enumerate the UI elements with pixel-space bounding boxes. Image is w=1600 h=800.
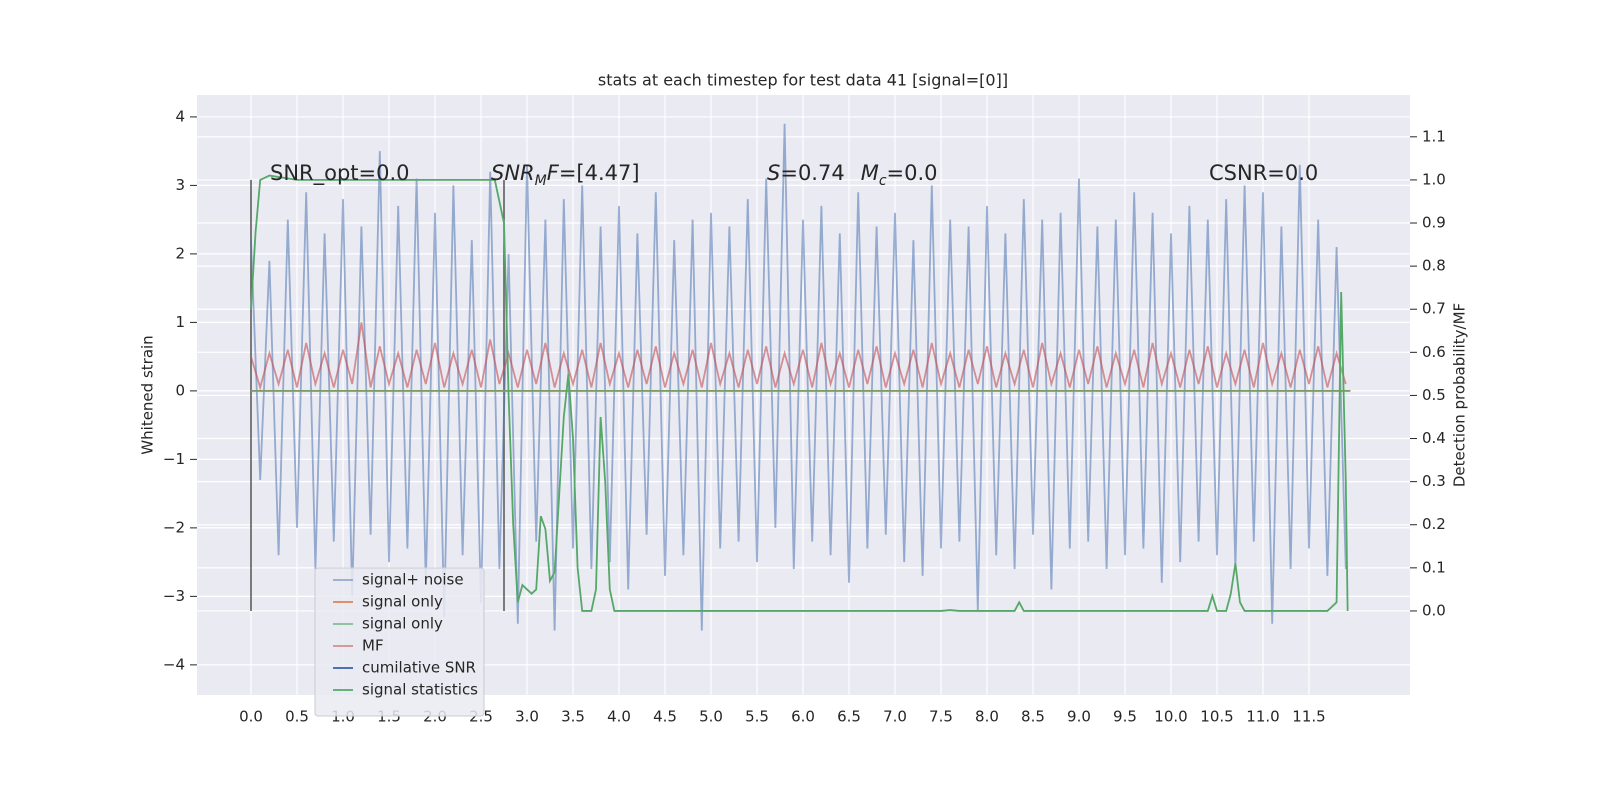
x-tick-label: 9.0 — [1067, 708, 1091, 726]
series-line — [250, 123, 1347, 631]
y-tick-label: 2 — [175, 244, 185, 262]
annotation: CSNR=0.0 — [1209, 161, 1318, 185]
legend-box — [314, 567, 485, 717]
y2-axis-label: Detection probability/MF — [1451, 303, 1469, 487]
y-tick-label: 0 — [175, 381, 185, 399]
x-tick-label: 0.0 — [239, 708, 263, 726]
x-tick-label: 9.5 — [1113, 708, 1137, 726]
annotation-part: =0.0 — [887, 161, 938, 185]
y2-tick-label: 1.1 — [1422, 127, 1446, 145]
y-tick-label: 3 — [175, 176, 185, 194]
x-tick-label: 8.5 — [1021, 708, 1045, 726]
x-tick-label: 8.0 — [975, 708, 999, 726]
x-tick-label: 4.0 — [607, 708, 631, 726]
legend-label: signal only — [362, 593, 443, 611]
y2-tick-label: 0.1 — [1422, 558, 1446, 576]
legend-label: signal statistics — [362, 681, 478, 699]
y2-tick-label: 0.9 — [1422, 214, 1446, 232]
annotation-part: SNR_opt=0.0 — [270, 161, 410, 186]
x-tick-label: 5.0 — [699, 708, 723, 726]
annotation-part: c — [879, 173, 887, 189]
marks — [250, 123, 1351, 631]
annotation: SNRMF=[4.47] — [491, 161, 640, 189]
y-tick-label: 4 — [175, 107, 185, 125]
y-axis-label: Whitened strain — [139, 335, 157, 454]
grid — [197, 95, 1410, 695]
annotation: S=0.74 Mc=0.0 — [767, 161, 938, 189]
chart-title: stats at each timestep for test data 41 … — [598, 71, 1008, 90]
x-tick-label: 10.5 — [1200, 708, 1233, 726]
annotation-part: SNR — [491, 161, 535, 185]
x-tick-label: 6.5 — [837, 708, 861, 726]
y2-tick-label: 0.4 — [1422, 429, 1446, 447]
x-tick-label: 7.0 — [883, 708, 907, 726]
x-tick-label: 5.5 — [745, 708, 769, 726]
y2-tick-label: 0.6 — [1422, 343, 1446, 361]
y-tick-label: 1 — [175, 313, 185, 331]
y2-tick-label: 0.3 — [1422, 472, 1446, 490]
series-line — [250, 174, 1349, 612]
legend-label: MF — [362, 637, 384, 655]
y-tick-label: −4 — [163, 655, 185, 673]
legend-label: signal+ noise — [362, 571, 464, 589]
x-tick-label: 11.5 — [1292, 708, 1325, 726]
annotation-part: F — [547, 161, 560, 185]
x-tick-label: 7.5 — [929, 708, 953, 726]
annotation-part: M — [861, 161, 879, 185]
y2-tick-label: 1.0 — [1422, 170, 1446, 188]
x-tick-label: 6.0 — [791, 708, 815, 726]
series-line — [250, 322, 1347, 391]
annotation-part: M — [535, 173, 547, 189]
y2-tick-label: 0.8 — [1422, 257, 1446, 275]
annotation-part: CSNR=0.0 — [1209, 161, 1318, 185]
labels: 0.00.51.01.52.02.53.03.54.04.55.05.56.06… — [163, 107, 1446, 725]
x-tick-label: 11.0 — [1246, 708, 1279, 726]
y-tick-label: −3 — [163, 587, 185, 605]
y-tick-label: −2 — [163, 518, 185, 536]
y2-tick-label: 0.7 — [1422, 300, 1446, 318]
annotation-part: =[4.47] — [559, 161, 640, 185]
x-tick-label: 0.5 — [285, 708, 309, 726]
annotation-part: =0.74 — [780, 161, 844, 185]
x-tick-label: 3.0 — [515, 708, 539, 726]
x-tick-label: 4.5 — [653, 708, 677, 726]
legend-label: cumilative SNR — [362, 659, 476, 677]
x-tick-label: 3.5 — [561, 708, 585, 726]
y2-tick-label: 0.5 — [1422, 386, 1446, 404]
annotation: SNR_opt=0.0 — [270, 161, 410, 186]
y2-tick-label: 0.2 — [1422, 515, 1446, 533]
annotation-part: S — [767, 161, 780, 185]
y-tick-label: −1 — [163, 450, 185, 468]
x-tick-label: 10.0 — [1154, 708, 1187, 726]
legend-label: signal only — [362, 615, 443, 633]
y2-tick-label: 0.0 — [1422, 601, 1446, 619]
